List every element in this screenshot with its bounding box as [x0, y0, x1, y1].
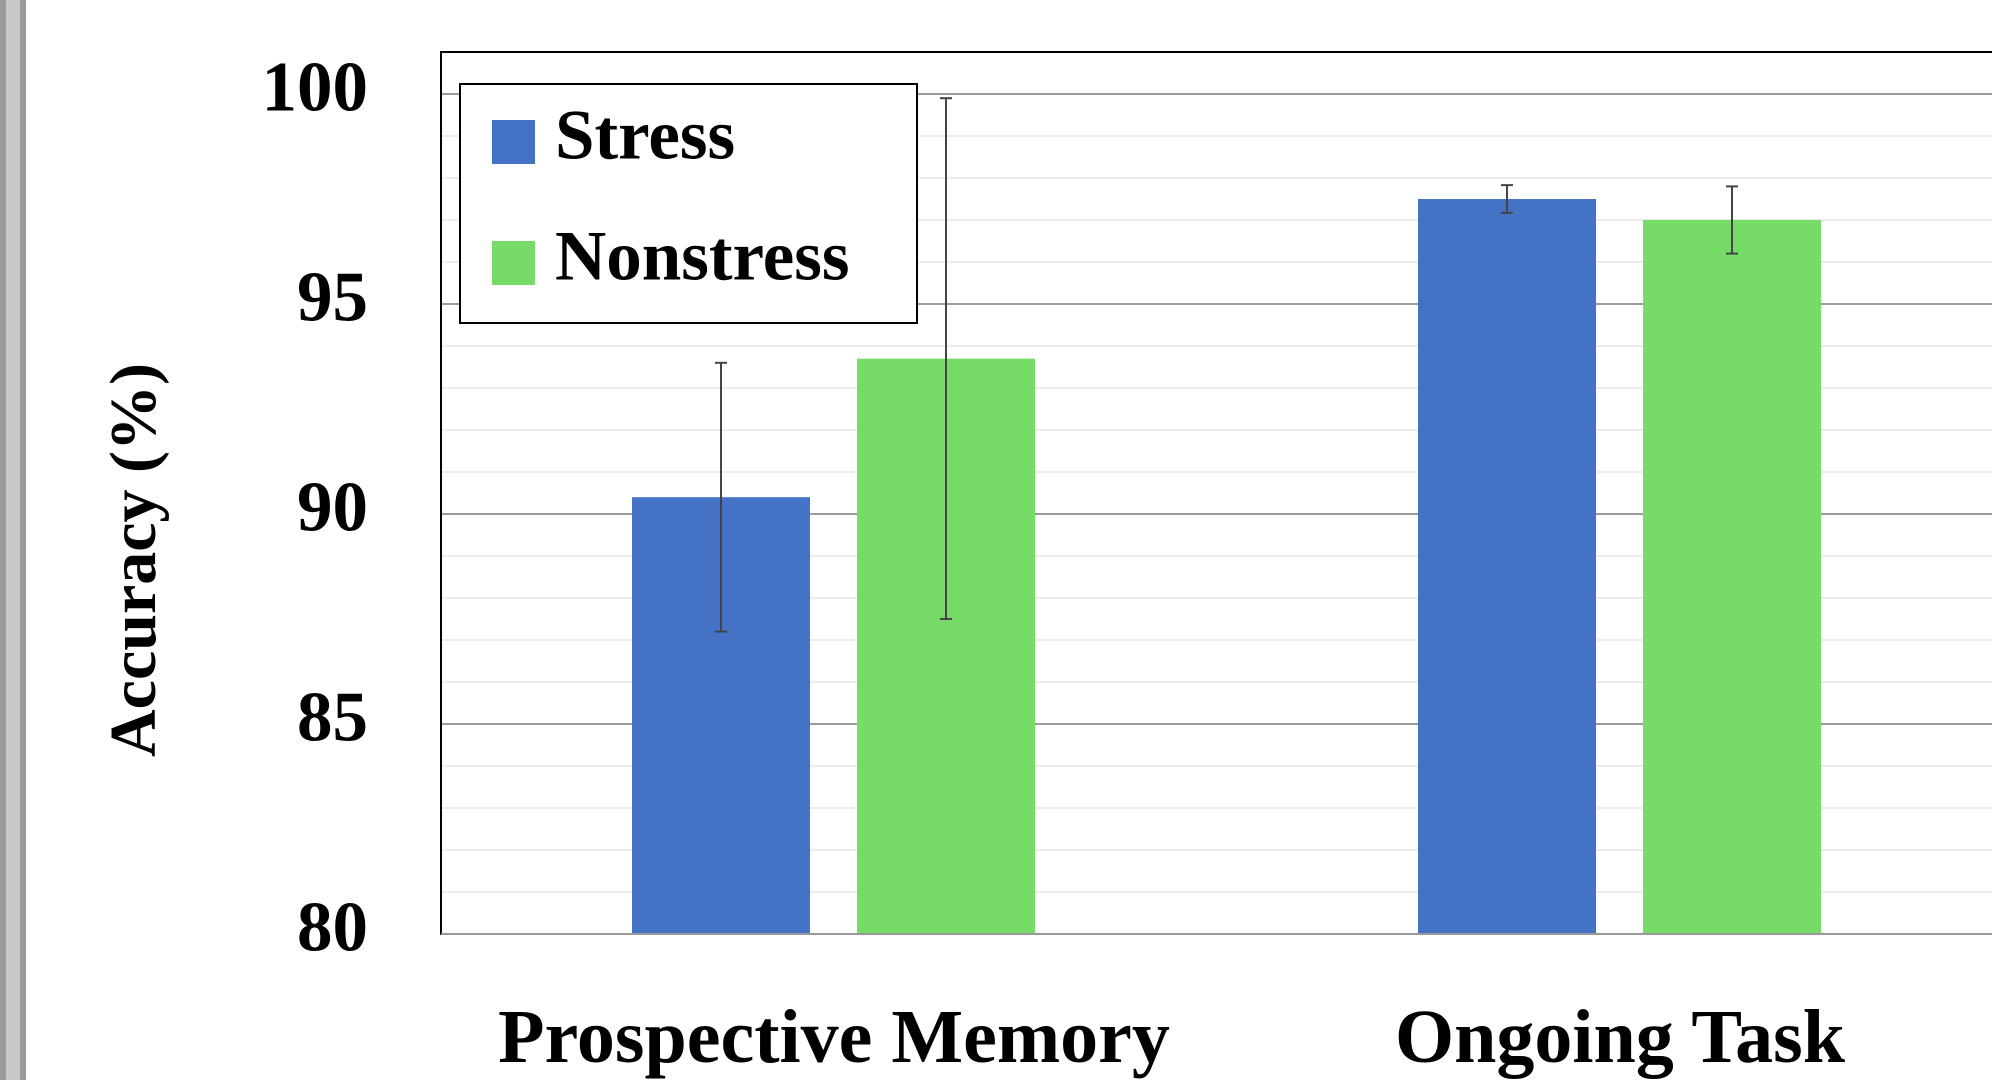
y-tick-label: 80 — [297, 888, 368, 966]
y-tick-label: 90 — [297, 468, 368, 546]
bar — [1643, 220, 1821, 934]
window-edge-inner — [6, 0, 20, 1080]
x-tick-label: Ongoing Task — [1395, 995, 1846, 1079]
y-tick-label: 100 — [262, 48, 369, 126]
y-axis-label: Accuracy (%) — [97, 363, 170, 757]
x-tick-label: Prospective Memory — [498, 995, 1170, 1079]
legend-box — [459, 83, 918, 324]
legend-label: Nonstress — [555, 217, 850, 295]
legend-swatch — [492, 241, 535, 285]
legend-label: Stress — [555, 96, 735, 174]
y-tick-label: 95 — [297, 258, 368, 336]
bar — [1418, 199, 1596, 934]
y-tick-label: 85 — [297, 678, 368, 756]
legend-swatch — [492, 120, 535, 164]
